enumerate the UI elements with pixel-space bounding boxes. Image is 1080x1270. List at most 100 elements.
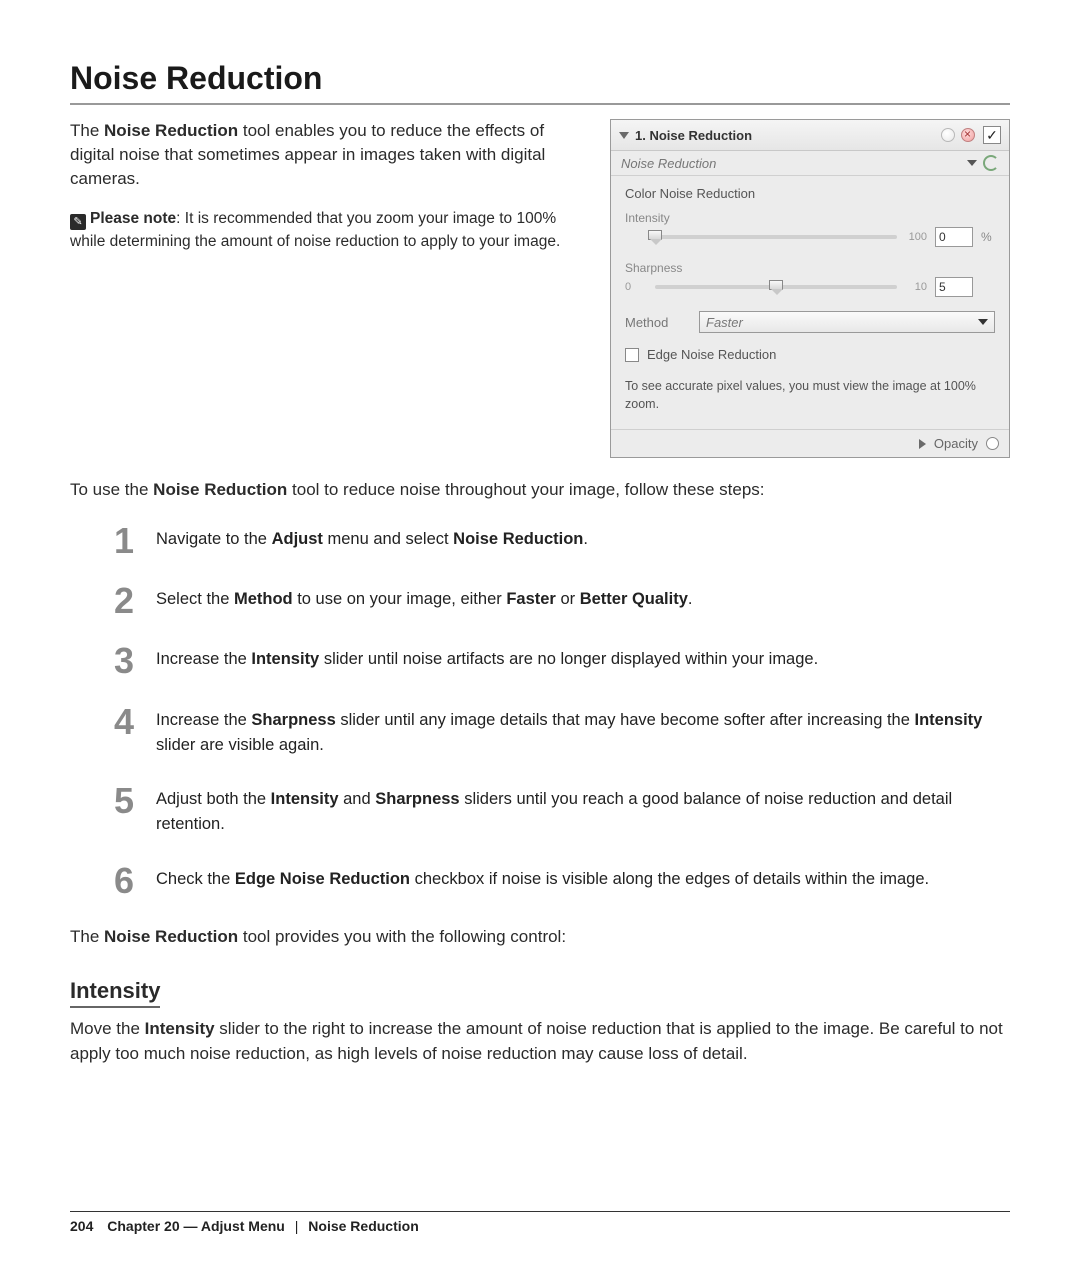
intensity-thumb[interactable]	[648, 230, 662, 240]
step-number: 2	[110, 585, 138, 617]
intro-pre: The	[70, 121, 104, 140]
expand-icon[interactable]	[919, 439, 926, 449]
sharpness-value[interactable]	[935, 277, 973, 297]
intensity-max: 100	[905, 231, 927, 243]
panel-subheader: Noise Reduction	[611, 151, 1009, 176]
sharpness-min: 0	[625, 281, 647, 293]
panel-sub-title: Noise Reduction	[621, 156, 967, 171]
t: Move the	[70, 1019, 145, 1038]
t: Intensity	[251, 650, 319, 668]
intro-bold: Noise Reduction	[104, 121, 238, 140]
sharpness-label: Sharpness	[625, 261, 995, 275]
edge-noise-checkbox[interactable]	[625, 348, 639, 362]
step-6: 6 Check the Edge Noise Reduction checkbo…	[110, 865, 1010, 897]
step-number: 6	[110, 865, 138, 897]
t: Adjust both the	[156, 790, 271, 808]
t: Intensity	[145, 1019, 215, 1038]
intensity-label: Intensity	[625, 211, 995, 225]
t: and	[339, 790, 376, 808]
t: Noise Reduction	[104, 927, 238, 946]
title-rule	[70, 103, 1010, 105]
section-label: Color Noise Reduction	[625, 186, 995, 201]
note-paragraph: ✎Please note: It is recommended that you…	[70, 208, 586, 253]
sharpness-control: Sharpness 0 10	[625, 261, 995, 297]
intro-paragraph: The Noise Reduction tool enables you to …	[70, 119, 586, 190]
t: or	[556, 590, 580, 608]
method-label: Method	[625, 315, 685, 330]
apply-checkbox[interactable]: ✓	[983, 126, 1001, 144]
usage-bold: Noise Reduction	[153, 480, 287, 499]
reset-icon[interactable]	[983, 155, 999, 171]
step-2: 2 Select the Method to use on your image…	[110, 585, 1010, 617]
t: Select the	[156, 590, 234, 608]
sharpness-max: 10	[905, 281, 927, 293]
intensity-unit: %	[981, 230, 995, 244]
panel-hint: To see accurate pixel values, you must v…	[625, 378, 995, 413]
usage-paragraph: To use the Noise Reduction tool to reduc…	[70, 478, 1010, 503]
page-number: 204	[70, 1218, 93, 1234]
step-number: 4	[110, 706, 138, 738]
select-arrow-icon	[978, 319, 988, 325]
page-footer: 204 Chapter 20 — Adjust Menu | Noise Red…	[70, 1211, 1010, 1234]
t: slider until any image details that may …	[336, 711, 915, 729]
controls-intro: The Noise Reduction tool provides you wi…	[70, 925, 1010, 950]
footer-section: Noise Reduction	[308, 1218, 418, 1234]
steps-list: 1 Navigate to the Adjust menu and select…	[110, 525, 1010, 898]
sharpness-slider[interactable]	[655, 285, 897, 289]
intensity-slider[interactable]	[655, 235, 897, 239]
close-icon[interactable]	[961, 128, 975, 142]
t: Navigate to the	[156, 530, 272, 548]
t: Sharpness	[375, 790, 459, 808]
sharpness-thumb[interactable]	[769, 280, 783, 290]
t: Method	[234, 590, 293, 608]
panel-dot-icon[interactable]	[941, 128, 955, 142]
footer-sep: |	[295, 1218, 299, 1234]
t: to use on your image, either	[293, 590, 507, 608]
step-5: 5 Adjust both the Intensity and Sharpnes…	[110, 785, 1010, 837]
t: Edge Noise Reduction	[235, 870, 410, 888]
method-select[interactable]: Faster	[699, 311, 995, 333]
step-3: 3 Increase the Intensity slider until no…	[110, 645, 1010, 677]
intensity-value[interactable]	[935, 227, 973, 247]
t: Check the	[156, 870, 235, 888]
dropdown-icon[interactable]	[967, 160, 977, 166]
t: Noise Reduction	[453, 530, 583, 548]
t: .	[583, 530, 588, 548]
t: Sharpness	[251, 711, 335, 729]
opacity-label: Opacity	[934, 436, 978, 451]
t: Intensity	[271, 790, 339, 808]
step-1: 1 Navigate to the Adjust menu and select…	[110, 525, 1010, 557]
t: Adjust	[272, 530, 323, 548]
t: Increase the	[156, 711, 251, 729]
pencil-icon: ✎	[70, 214, 86, 230]
opacity-radio[interactable]	[986, 437, 999, 450]
t: slider until noise artifacts are no long…	[319, 650, 818, 668]
disclosure-icon[interactable]	[619, 132, 629, 139]
note-label: Please note	[90, 210, 176, 227]
control-heading: Intensity	[70, 978, 160, 1008]
t: The	[70, 927, 104, 946]
t: Intensity	[914, 711, 982, 729]
usage-pre: To use the	[70, 480, 153, 499]
t: .	[688, 590, 693, 608]
t: checkbox if noise is visible along the e…	[410, 870, 929, 888]
step-number: 1	[110, 525, 138, 557]
panel-footer: Opacity	[611, 429, 1009, 457]
step-4: 4 Increase the Sharpness slider until an…	[110, 706, 1010, 758]
intensity-control: Intensity 0 100 %	[625, 211, 995, 247]
t: menu and select	[323, 530, 453, 548]
panel-header-title: 1. Noise Reduction	[635, 128, 935, 143]
edge-noise-label: Edge Noise Reduction	[647, 347, 776, 362]
control-description: Move the Intensity slider to the right t…	[70, 1016, 1010, 1067]
t: Faster	[506, 590, 556, 608]
panel-header: 1. Noise Reduction ✓	[611, 120, 1009, 151]
t: slider are visible again.	[156, 736, 324, 754]
step-number: 5	[110, 785, 138, 817]
t: Better Quality	[580, 590, 688, 608]
noise-reduction-panel: 1. Noise Reduction ✓ Noise Reduction Col…	[610, 119, 1010, 458]
page-title: Noise Reduction	[70, 60, 1010, 97]
t: tool provides you with the following con…	[238, 927, 566, 946]
method-value: Faster	[706, 315, 743, 330]
t: Increase the	[156, 650, 251, 668]
usage-post: tool to reduce noise throughout your ima…	[287, 480, 764, 499]
